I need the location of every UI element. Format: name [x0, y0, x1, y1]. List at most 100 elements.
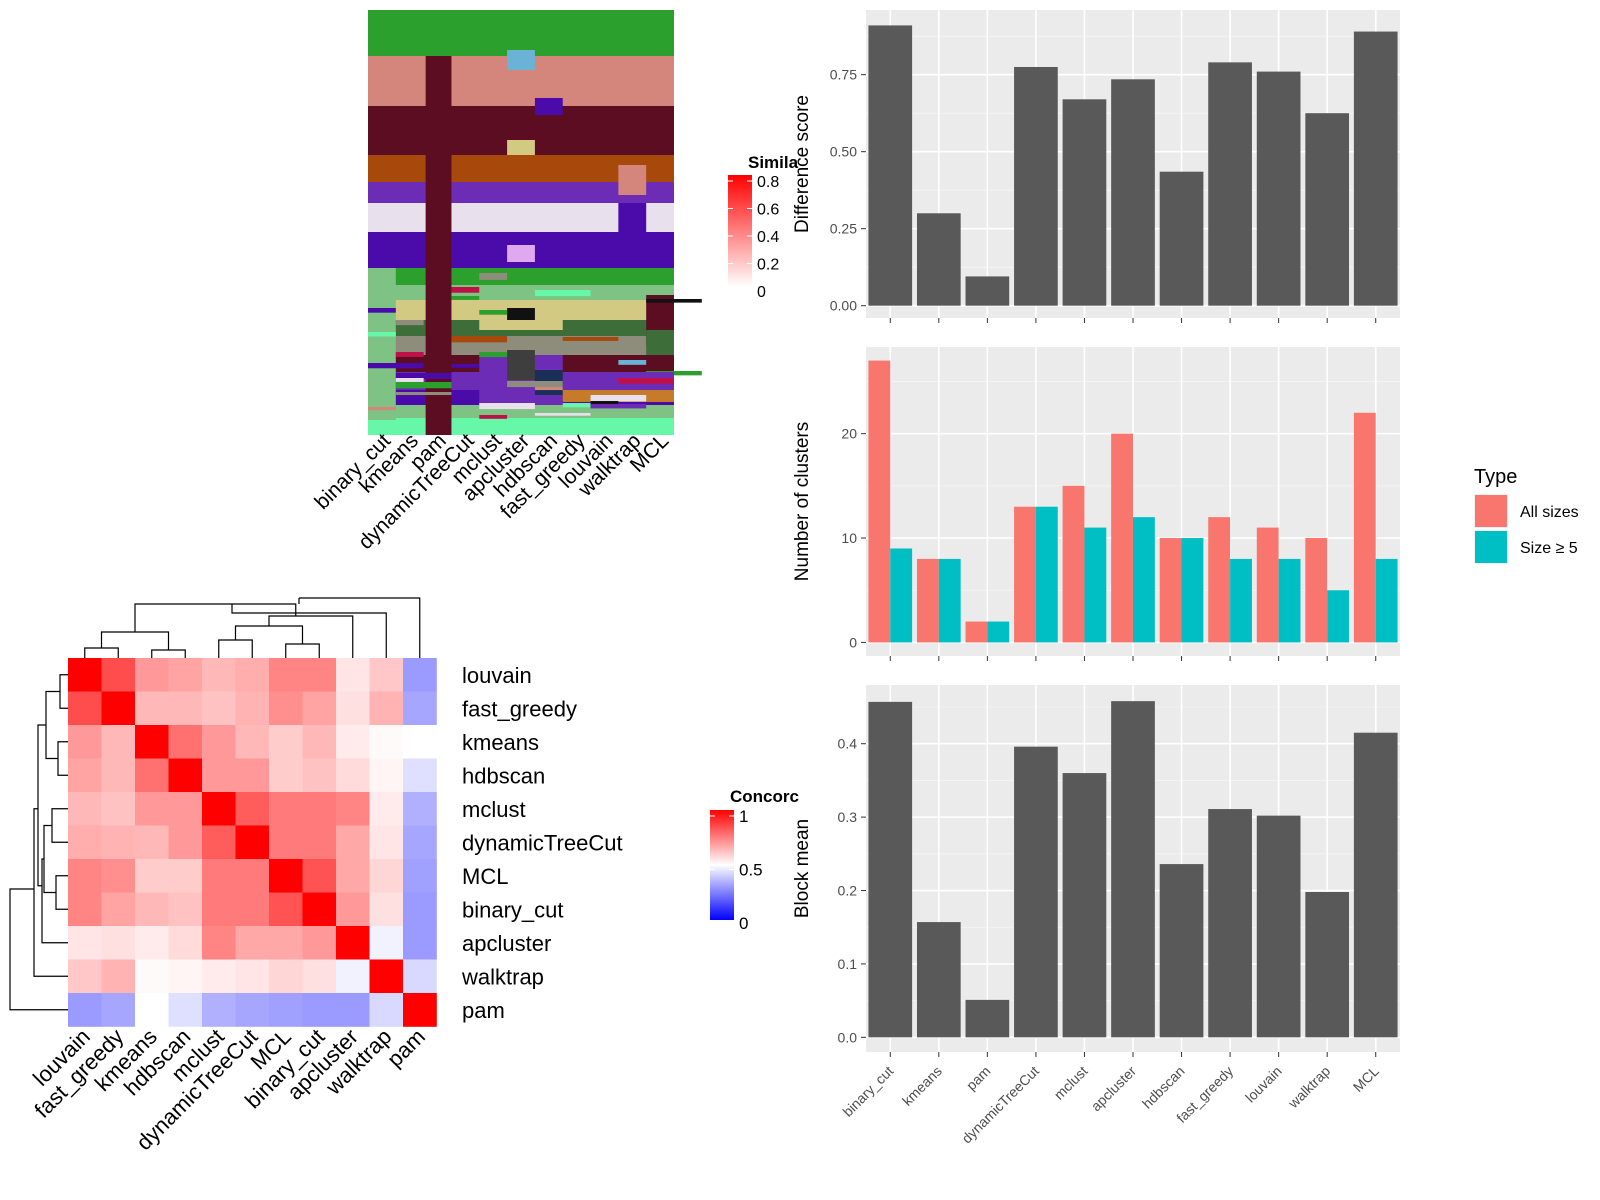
bar [1305, 891, 1350, 1038]
concordance-row-label: fast_greedy [462, 696, 577, 721]
concordance-cell [336, 792, 370, 826]
concordance-cell [101, 959, 136, 994]
concordance-cell [369, 825, 404, 860]
concordance-row-label: dynamicTreeCut [462, 830, 623, 855]
assignment-band [368, 10, 674, 56]
assignment-band [395, 382, 452, 389]
assignment-band [479, 415, 508, 419]
assignment-band [646, 372, 674, 377]
concordance-row-label: pam [462, 998, 505, 1023]
concordance-cell [269, 758, 303, 793]
concordance-cell [68, 825, 102, 860]
concordance-row-label: louvain [462, 663, 532, 688]
assignment-band [479, 403, 535, 410]
x-tick-label: louvain [1242, 1063, 1285, 1106]
dendrogram-branch [43, 824, 56, 894]
similarity-tick-label: 0.8 [757, 174, 779, 191]
assignment-band [395, 320, 424, 326]
concordance-cell [168, 725, 203, 759]
concordance-cell [202, 725, 236, 759]
concordance-cell [68, 792, 102, 826]
assignment-band [451, 296, 480, 300]
x-tick-label: MCL [1350, 1063, 1382, 1095]
bar [1353, 31, 1398, 306]
concordance-cell [403, 825, 437, 860]
bar [1353, 412, 1376, 643]
bar [916, 558, 939, 643]
y-tick-label: 0 [849, 634, 857, 650]
bar [1014, 746, 1058, 1038]
bar [965, 999, 1010, 1038]
concordance-cell [101, 825, 136, 860]
concordance-row-label: binary_cut [462, 897, 564, 922]
concordance-cell [101, 758, 136, 793]
concordance-cell [68, 959, 102, 994]
assignment-band [368, 332, 396, 337]
concordance-cell [202, 859, 236, 893]
concordance-cell [302, 825, 337, 860]
concordance-cell [135, 926, 169, 960]
concordance-cell [336, 959, 370, 994]
legend-key [1475, 531, 1507, 563]
bar [1256, 815, 1301, 1038]
concordance-cell [202, 993, 236, 1027]
concordance-cell [202, 926, 236, 960]
dendrogram-branch [57, 741, 68, 776]
bar [890, 548, 913, 643]
assignment-band [368, 363, 424, 369]
concordance-cell [235, 658, 270, 692]
assignment-band [451, 364, 480, 368]
dendrogram-branch [51, 808, 68, 843]
concordance-cell [235, 926, 270, 960]
concordance-cell [269, 892, 303, 927]
concordance-cell [235, 959, 270, 994]
concordance-cell [302, 725, 337, 759]
assignment-band [618, 165, 647, 195]
assignment-band [451, 336, 508, 343]
bar [1111, 79, 1155, 306]
concordance-cell [235, 691, 270, 726]
bar [1035, 506, 1058, 643]
assignment-band [368, 407, 396, 411]
assignment-band [534, 387, 563, 391]
concordance-cell [168, 691, 203, 726]
similarity-legend: Simila 0.8 0.6 0.4 0.2 0 [728, 153, 799, 301]
dendrogram-branch [268, 615, 354, 658]
bar [1208, 517, 1231, 643]
assignment-band [395, 373, 452, 379]
dendrogram-branch [151, 649, 186, 658]
concordance-cell [202, 691, 236, 726]
concordance-cell [369, 758, 404, 793]
bar [1327, 590, 1350, 643]
concordance-cell [336, 658, 370, 692]
bar [1111, 433, 1133, 643]
assignment-band [479, 352, 508, 358]
concordance-cell [269, 792, 303, 826]
bar [1353, 732, 1398, 1038]
dendrogram-branch [231, 604, 387, 658]
row-dendrogram [9, 674, 68, 1011]
assignment-band [618, 378, 647, 383]
bar [1208, 809, 1252, 1038]
concordance-cell [269, 658, 303, 692]
bar [1111, 701, 1155, 1038]
concordance-cell [101, 859, 136, 893]
bar [1375, 558, 1398, 643]
concordance-cell [369, 993, 404, 1027]
assignment-band [395, 392, 452, 396]
concordance-cell [403, 859, 437, 893]
y-tick-label: 0.00 [830, 298, 857, 314]
assignment-band [507, 245, 535, 262]
y-axis-label: Difference score [792, 95, 813, 233]
y-tick-label: 10 [841, 530, 857, 546]
similarity-background [10, 10, 367, 439]
concordance-row-label: walktrap [461, 964, 544, 989]
bar [1062, 485, 1085, 643]
bar [1084, 527, 1107, 643]
concordance-cell [135, 725, 169, 759]
concordance-cell [168, 959, 203, 994]
dendrogram-branch [234, 625, 304, 644]
concordance-cell [68, 892, 102, 927]
concordance-tick-label: 1 [739, 807, 748, 826]
